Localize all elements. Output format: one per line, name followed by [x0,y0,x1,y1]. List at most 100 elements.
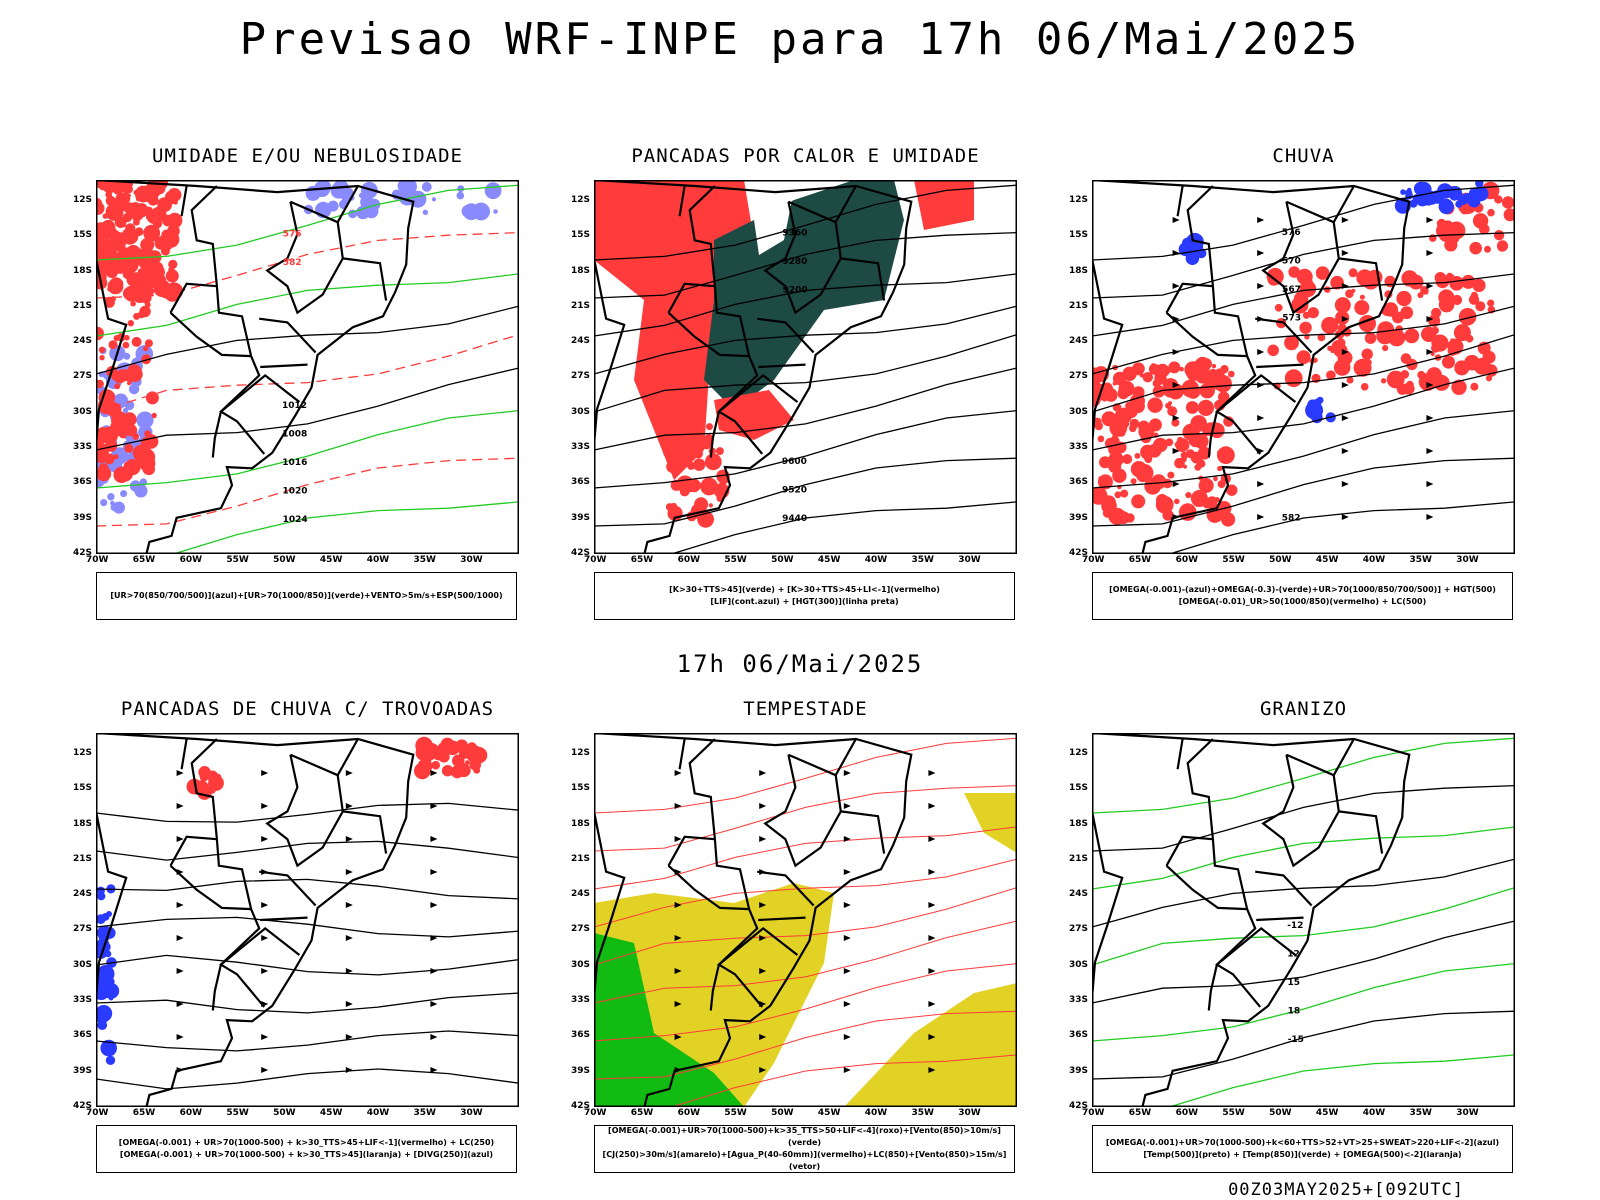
contour-line [96,409,519,489]
field-cell [96,201,105,215]
contour-line [1092,231,1515,299]
lon-tick-label: 50W [1269,1108,1292,1118]
contour-line [594,409,1017,489]
lat-tick-label: 42S [73,1100,93,1111]
flow-arrow [430,770,438,776]
border-line [260,916,308,922]
coastline [594,180,913,554]
border-line [1207,411,1218,458]
field-cell [1228,370,1235,378]
field-cell [137,310,146,319]
field-cell [1097,435,1105,443]
field-cell [1168,361,1181,374]
field-cell [1197,399,1214,416]
border-line [342,257,388,301]
field-cell [132,289,147,303]
field-cell [1226,484,1238,496]
field-cell [1218,391,1230,403]
panel-title: PANCADAS DE CHUVA C/ TROVOADAS [120,698,495,720]
legend-line: [OMEGA(-0.001)+UR>70(1000-500)+k<60+TTS>… [1105,1138,1500,1147]
flow-arrow [1426,382,1434,388]
field-cell [484,182,502,200]
lon-tick-label: 35W [413,1108,436,1118]
lon-tick-label: 40W [1362,1108,1386,1118]
field-cell [1353,358,1372,377]
border-line [1332,738,1355,776]
contour-line [594,231,1017,299]
field-cell [96,326,104,341]
flow-arrow [928,803,936,809]
field-cell [1330,275,1344,290]
contour-label: 582 [1282,514,1301,524]
lon-tick-label: 45W [319,1108,343,1118]
contour-label: -12 [1287,921,1303,931]
field-cell [96,886,105,895]
lat-tick-label: 39S [571,1065,591,1076]
field-cell [165,269,179,283]
field-cell [422,209,429,215]
coastline [96,180,415,554]
border-line [678,738,686,770]
lat-tick-label: 24S [73,336,93,347]
map-frame [1092,733,1515,1107]
lat-tick-label: 36S [571,1030,591,1041]
border-line [342,810,388,854]
border-line [667,864,750,911]
field-cell [414,762,431,780]
field-cell [96,379,104,389]
flow-arrow [176,968,184,974]
flow-arrow [430,1001,438,1007]
field-cell [1151,474,1167,490]
lon-tick-label: 55W [226,1108,249,1118]
field-cell [100,499,108,507]
flow-arrow [843,1001,851,1007]
field-cell [1284,369,1303,388]
field-cell [113,454,119,460]
contour-line [594,826,1017,890]
field-cell [1117,387,1130,400]
panel-title: PANCADAS POR CALOR E UMIDADE [631,145,980,167]
contour-line [1092,367,1515,451]
lon-tick-label: 70W [86,1108,109,1118]
contour-label: 1016 [282,458,307,468]
panel-chuva: CHUVA 582 576 570 567 573 12S 15S 18S 21S 24S 27S 30… [1032,145,1535,629]
flow-arrow [345,1067,353,1073]
field-cell [1364,332,1377,344]
contour-line [669,1054,1017,1107]
border-line [758,363,806,369]
field-cell [1101,498,1117,514]
lon-tick-label: 70W [584,1108,607,1118]
field-cell [194,780,209,795]
flow-arrow [674,836,682,842]
field-cell [168,259,178,269]
field-cell [141,354,152,365]
field-cell [1431,307,1442,318]
field-cell [1217,465,1223,472]
lat-tick-label: 27S [1069,371,1089,382]
panel-umidade: UMIDADE E/OU NEBULOSIDADE 1012 1008 1016 102… [36,145,539,629]
lon-tick-label: 45W [319,555,343,565]
contour-line [594,367,1017,451]
field-cell [1179,366,1184,372]
field-cell [1125,406,1138,418]
field-cell [106,911,112,917]
run-timestamp: 00Z03MAY2025+[092UTC] [1228,1180,1464,1200]
flow-arrow [928,836,936,842]
lon-tick-label: 40W [864,1108,888,1118]
flow-arrow [1172,349,1180,355]
field-cell [1359,294,1365,300]
field-cell [1470,291,1478,299]
field-cell [96,466,112,482]
border-line [1261,753,1340,868]
lon-tick-label: 45W [1315,1108,1339,1118]
contour-line [96,305,519,375]
flow-arrow [430,1034,438,1040]
border-line [180,185,188,217]
flow-arrow [674,968,682,974]
contour-line [96,1068,519,1090]
field-cell [160,246,170,256]
field-cell [107,286,113,292]
lat-tick-label: 15S [1069,783,1089,794]
flow-arrow [759,803,767,809]
contour-line [594,858,1017,928]
